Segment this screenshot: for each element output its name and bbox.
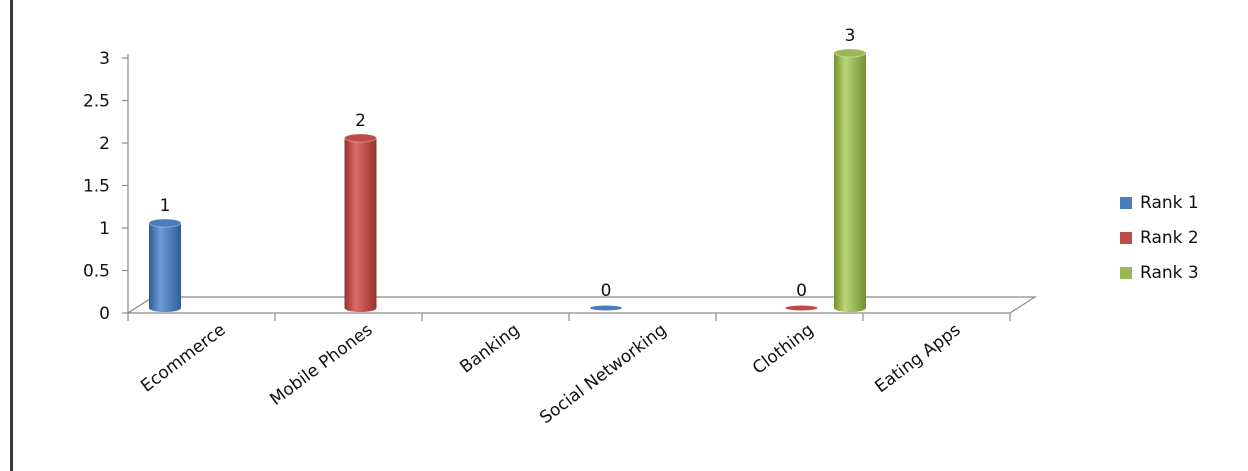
bar bbox=[834, 53, 867, 308]
y-tick-label: 2.5 bbox=[83, 92, 110, 112]
x-category-label: Clothing bbox=[749, 320, 818, 379]
legend-swatch bbox=[1120, 267, 1132, 279]
left-border-line bbox=[10, 0, 13, 471]
legend-label: Rank 1 bbox=[1140, 193, 1199, 213]
chart-floor bbox=[125, 296, 1038, 314]
bar-top bbox=[148, 218, 182, 228]
bar-top bbox=[344, 133, 377, 143]
data-label: 1 bbox=[160, 196, 171, 216]
y-tick-label: 0 bbox=[99, 304, 110, 324]
bar-base bbox=[148, 304, 181, 312]
bar-base bbox=[344, 304, 377, 312]
bar-zero bbox=[589, 305, 622, 311]
x-category-label: Social Networking bbox=[536, 320, 670, 428]
y-tick-label: 2 bbox=[99, 134, 110, 154]
y-tick-label: 1 bbox=[99, 219, 110, 239]
bar-top bbox=[833, 48, 867, 58]
chart-axes: 0 0.5 1 1.5 2 2.5 3 bbox=[83, 49, 1038, 324]
legend-swatch bbox=[1120, 232, 1132, 244]
legend-swatch bbox=[1120, 197, 1132, 209]
x-category-label: Banking bbox=[456, 320, 523, 377]
bar bbox=[148, 223, 181, 308]
y-tick-label: 0.5 bbox=[83, 262, 110, 282]
y-tick-label: 1.5 bbox=[83, 177, 110, 197]
legend-label: Rank 3 bbox=[1140, 263, 1199, 283]
chart-legend: Rank 1 Rank 2 Rank 3 bbox=[1120, 193, 1199, 283]
data-label: 0 bbox=[601, 281, 612, 301]
x-category-label: Mobile Phones bbox=[266, 320, 376, 410]
x-category-label: Eating Apps bbox=[871, 320, 964, 397]
bar-zero bbox=[785, 305, 818, 311]
data-label: 0 bbox=[796, 281, 807, 301]
bar-base bbox=[834, 304, 867, 312]
x-category-label: Ecommerce bbox=[137, 320, 229, 396]
bar bbox=[344, 138, 377, 308]
chart-bars bbox=[148, 48, 867, 312]
y-tick-label: 3 bbox=[99, 49, 110, 69]
legend-label: Rank 2 bbox=[1140, 228, 1199, 248]
data-label: 3 bbox=[845, 26, 856, 46]
data-label: 2 bbox=[355, 111, 366, 131]
